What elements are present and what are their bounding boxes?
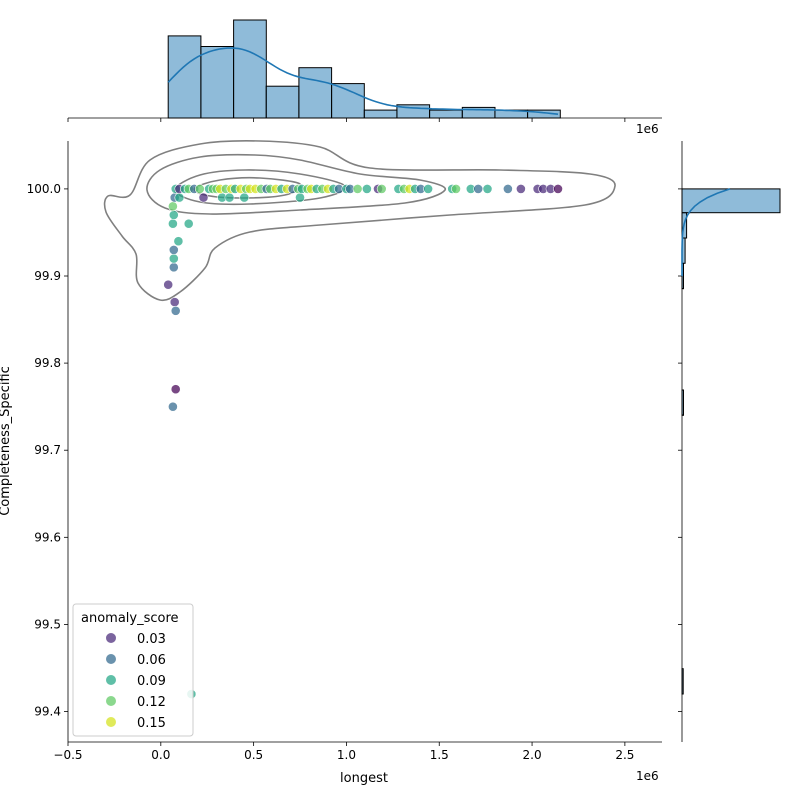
- scatter-point: [183, 218, 194, 229]
- scatter-point: [502, 183, 513, 194]
- scatter-point: [423, 183, 433, 194]
- top-histogram-bar: [200, 46, 235, 119]
- legend-marker: [106, 654, 116, 664]
- top-histogram-bar: [233, 19, 267, 119]
- y-axis-label: Completeness_Specific: [0, 366, 13, 516]
- x-axis-offset-label-bottom: 1e6: [636, 769, 659, 783]
- x-tick-label: 1.5: [430, 748, 449, 762]
- top-histogram-bar: [298, 67, 333, 119]
- scatter-point: [167, 201, 178, 212]
- scatter-point: [198, 192, 209, 203]
- x-tick-label: −0.5: [53, 748, 82, 762]
- y-tick-label: 99.6: [34, 530, 61, 544]
- legend-entry-label: 0.15: [137, 716, 166, 731]
- scatter-point: [482, 183, 493, 194]
- legend-entry-label: 0.06: [137, 653, 166, 668]
- right-kde-curve: [681, 188, 731, 276]
- y-tick-label: 99.9: [34, 269, 61, 283]
- y-tick-label: 99.8: [34, 356, 61, 370]
- scatter-point: [352, 183, 363, 194]
- x-tick-label: 0.5: [244, 748, 263, 762]
- scatter-point: [168, 210, 179, 220]
- scatter-point: [169, 297, 180, 307]
- scatter-point: [168, 244, 179, 255]
- y-tick-label: 99.4: [34, 705, 61, 719]
- right-histogram-bar: [681, 188, 781, 214]
- scatter-point: [516, 183, 526, 194]
- legend-box: [72, 603, 194, 737]
- scatter-point: [170, 384, 181, 395]
- scatter-point: [170, 305, 181, 316]
- y-tick-label: 99.7: [34, 443, 61, 457]
- scatter-point: [473, 183, 484, 194]
- scatter-point: [376, 183, 387, 194]
- x-tick-label: 2.5: [615, 748, 634, 762]
- legend-entry-label: 0.09: [137, 674, 166, 689]
- legend-entry-label: 0.03: [137, 632, 166, 647]
- x-tick-label: 0.0: [151, 748, 170, 762]
- scatter-point: [451, 183, 461, 194]
- top-histogram-bar: [429, 109, 463, 119]
- kde-contour-1: [103, 140, 616, 302]
- scatter-point: [295, 192, 305, 203]
- x-tick-label: 1.0: [337, 748, 356, 762]
- scatter-point: [224, 192, 235, 203]
- top-histogram-bar: [331, 83, 365, 119]
- scatter-point: [553, 183, 563, 194]
- kde-contour-2: [146, 153, 447, 215]
- scatter-point: [361, 183, 372, 194]
- scatter-point: [174, 192, 185, 203]
- legend-marker: [106, 696, 116, 706]
- x-tick-label: 2.0: [523, 748, 542, 762]
- scatter-point: [194, 183, 205, 194]
- top-kde-curve: [167, 47, 559, 115]
- legend-title: anomaly_score: [81, 611, 179, 626]
- scatter-point: [167, 401, 178, 412]
- top-histogram-bar: [363, 109, 398, 119]
- scatter-point: [163, 279, 174, 290]
- top-histogram-bar: [265, 85, 300, 119]
- x-axis-offset-label: 1e6: [636, 122, 659, 136]
- y-tick-label: 99.5: [34, 617, 61, 631]
- legend-marker: [106, 675, 116, 685]
- scatter-point: [168, 262, 179, 273]
- main-scatter-plot: −0.5 0.0 0.5 1.0 1.5 2.0 2.5 99.4 99.5 99.6 99.7 99…: [27, 140, 662, 762]
- scatter-point: [168, 253, 179, 264]
- scatter-point: [173, 236, 184, 247]
- y-tick-label: 100.0: [27, 182, 61, 196]
- legend-marker: [106, 633, 116, 643]
- legend-entry-label: 0.12: [137, 695, 166, 710]
- scatter-point: [239, 192, 250, 203]
- scatter-point: [167, 218, 178, 229]
- legend-marker: [106, 717, 116, 727]
- top-marginal-histogram: [67, 19, 662, 122]
- x-axis-label: longest: [340, 771, 388, 786]
- right-marginal-histogram: [678, 141, 781, 742]
